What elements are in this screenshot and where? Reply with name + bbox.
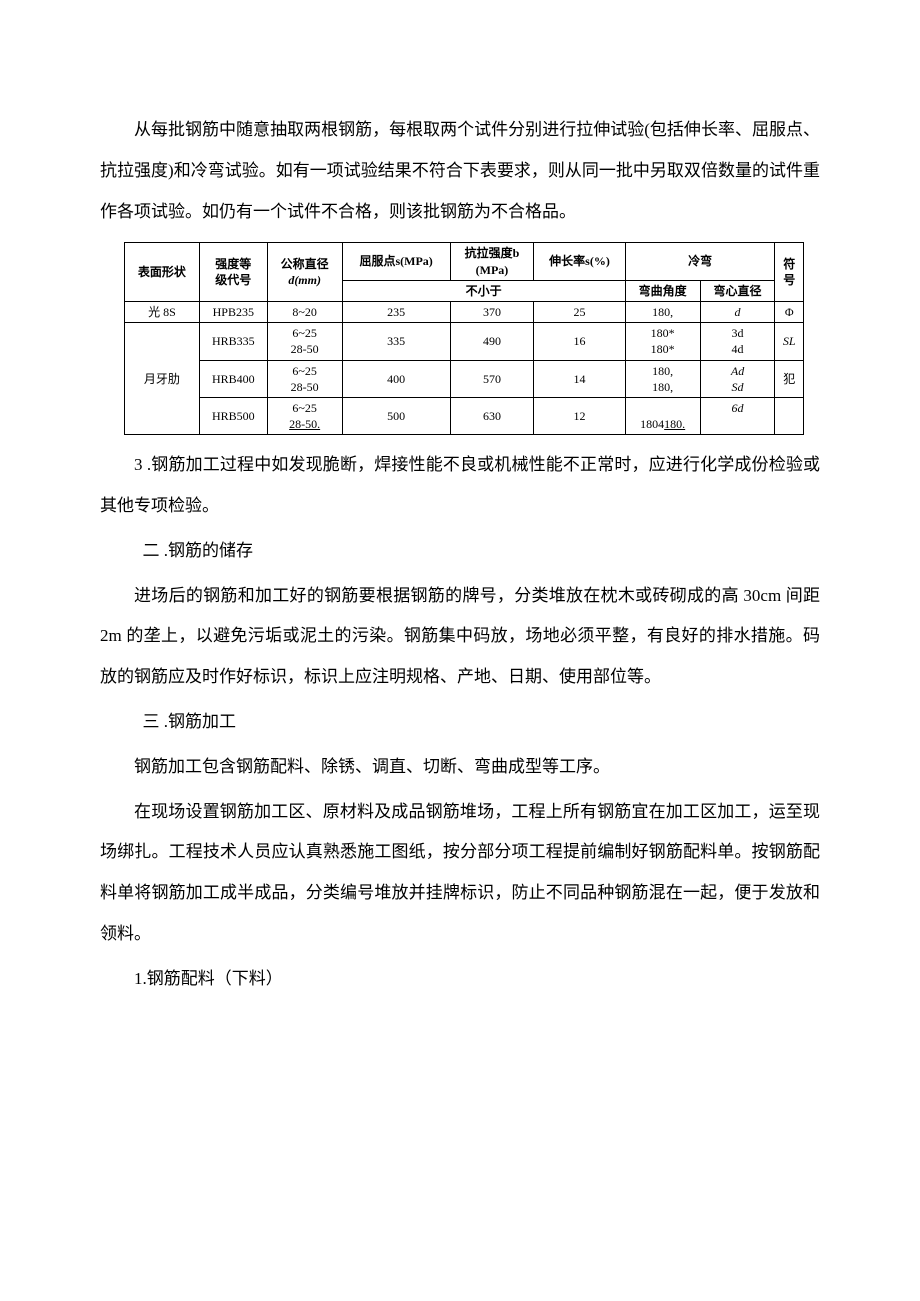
cell-grade: HPB235 (199, 301, 267, 322)
cell-dia-b: 28-50. (289, 417, 320, 431)
cell-dia: 6~2528-50 (267, 323, 342, 360)
cell-tensile: 370 (450, 301, 534, 322)
table-header-row-1: 表面形状 强度等级代号 公称直径 d(mm) 屈服点s(MPa) 抗拉强度b(M… (125, 243, 804, 280)
cell-angle: 1804180. (625, 397, 700, 434)
cell-surface: 光 8S (125, 301, 200, 322)
col-benddia: 弯心直径 (700, 280, 775, 301)
cell-angle: 180*180* (625, 323, 700, 360)
col-notless: 不小于 (342, 280, 625, 301)
col-diameter-unit: d(mm) (288, 273, 321, 287)
cell-dia-a: 6~25 (292, 401, 317, 415)
col-surface: 表面形状 (125, 243, 200, 302)
paragraph-processing-1: 钢筋加工包含钢筋配料、除锈、调直、切断、弯曲成型等工序。 (100, 747, 820, 788)
paragraph-processing-2: 在现场设置钢筋加工区、原材料及成品钢筋堆场，工程上所有钢筋宜在加工区加工，运至现… (100, 792, 820, 955)
col-grade: 强度等级代号 (199, 243, 267, 302)
cell-benddia: AdSd (700, 360, 775, 397)
table-row: 月牙肋 HRB335 6~2528-50 335 490 16 180*180*… (125, 323, 804, 360)
cell-benddia: d (700, 301, 775, 322)
cell-grade: HRB500 (199, 397, 267, 434)
cell-dia: 8~20 (267, 301, 342, 322)
paragraph-3: 3 .钢筋加工过程中如发现脆断，焊接性能不良或机械性能不正常时，应进行化学成份检… (100, 445, 820, 527)
col-coldbend: 冷弯 (625, 243, 775, 280)
cell-tensile: 490 (450, 323, 534, 360)
cell-elong: 14 (534, 360, 625, 397)
col-tensile: 抗拉强度b(MPa) (450, 243, 534, 280)
cell-tensile: 630 (450, 397, 534, 434)
cell-elong: 12 (534, 397, 625, 434)
col-elong: 伸长率s(%) (534, 243, 625, 280)
paragraph-cutting: 1.钢筋配料（下料） (100, 959, 820, 1000)
document-page: 从每批钢筋中随意抽取两根钢筋，每根取两个试件分别进行拉伸试验(包括伸长率、屈服点… (0, 0, 920, 1064)
cell-yield: 500 (342, 397, 450, 434)
cell-angle-a: 1804 (640, 417, 664, 431)
heading-processing: 三 .钢筋加工 (100, 702, 820, 743)
cell-dia: 6~25 28-50. (267, 397, 342, 434)
cell-angle: 180, (625, 301, 700, 322)
table-row: HRB500 6~25 28-50. 500 630 12 1804180. 6… (125, 397, 804, 434)
heading-storage: 二 .钢筋的储存 (100, 531, 820, 572)
cell-symbol: Φ (775, 301, 804, 322)
cell-benddia: 3d4d (700, 323, 775, 360)
cell-yield: 400 (342, 360, 450, 397)
cell-yield: 335 (342, 323, 450, 360)
cell-symbol: SL (775, 323, 804, 360)
col-diameter-label: 公称直径 (281, 257, 329, 271)
cell-tensile: 570 (450, 360, 534, 397)
col-symbol: 符号 (775, 243, 804, 302)
cell-benddia: 6d (700, 397, 775, 434)
cell-angle: 180,180, (625, 360, 700, 397)
col-grade-l1: 强度等级代号 (215, 257, 251, 287)
cell-elong: 16 (534, 323, 625, 360)
paragraph-storage: 进场后的钢筋和加工好的钢筋要根据钢筋的牌号，分类堆放在枕木或砖砌成的高 30cm… (100, 576, 820, 698)
cell-yield: 235 (342, 301, 450, 322)
col-bendangle: 弯曲角度 (625, 280, 700, 301)
table-row: HRB400 6~2528-50 400 570 14 180,180, AdS… (125, 360, 804, 397)
paragraph-intro: 从每批钢筋中随意抽取两根钢筋，每根取两个试件分别进行拉伸试验(包括伸长率、屈服点… (100, 110, 820, 232)
cell-surface: 月牙肋 (125, 323, 200, 435)
cell-angle-b: 180. (664, 417, 685, 431)
cell-grade: HRB335 (199, 323, 267, 360)
table-row: 光 8S HPB235 8~20 235 370 25 180, d Φ (125, 301, 804, 322)
cell-grade: HRB400 (199, 360, 267, 397)
rebar-spec-table: 表面形状 强度等级代号 公称直径 d(mm) 屈服点s(MPa) 抗拉强度b(M… (124, 242, 804, 435)
cell-symbol (775, 397, 804, 434)
col-yield: 屈服点s(MPa) (342, 243, 450, 280)
col-diameter: 公称直径 d(mm) (267, 243, 342, 302)
cell-dia: 6~2528-50 (267, 360, 342, 397)
cell-elong: 25 (534, 301, 625, 322)
cell-symbol: 犯 (775, 360, 804, 397)
